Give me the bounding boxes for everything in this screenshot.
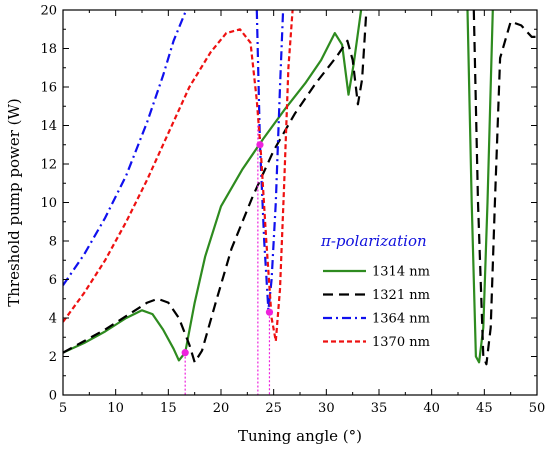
legend: π-polarization 1314 nm 1321 nm 1364 nm 1370…	[320, 232, 430, 350]
y-tick-label: 20	[40, 4, 57, 19]
series-line-1314-nm-seg-0	[63, 10, 363, 362]
guide-layer	[184, 125, 271, 395]
marker-point-2	[265, 308, 274, 316]
y-axis-title: Threshold pump power (W)	[5, 98, 23, 307]
series-line-1321-nm-seg-1	[472, 10, 537, 366]
x-axis-title: Tuning angle (°)	[238, 427, 362, 445]
x-tick-label: 30	[318, 401, 335, 416]
y-tick-label: 10	[40, 196, 57, 211]
series-line-1314-nm-seg-1	[466, 10, 494, 364]
y-tick-label: 4	[49, 312, 57, 327]
legend-label-1370-nm: 1370 nm	[372, 335, 430, 350]
marker-point-1	[256, 141, 264, 149]
x-tick-label: 15	[160, 401, 177, 416]
x-tick-label: 50	[529, 401, 546, 416]
series-layer	[63, 10, 537, 366]
series-line-1364-nm-seg-0	[63, 10, 188, 286]
plot-frame	[62, 9, 538, 396]
marker-point-0	[181, 349, 189, 357]
series-line-1321-nm-seg-0	[63, 10, 368, 364]
y-tick-label: 6	[49, 273, 57, 288]
y-tick-label: 16	[40, 81, 57, 96]
x-tick-label: 10	[107, 401, 124, 416]
y-tick-label: 8	[49, 235, 57, 250]
y-tick-label: 0	[49, 389, 57, 404]
x-tick-label: 5	[59, 401, 67, 416]
x-tick-label: 35	[371, 401, 388, 416]
legend-label-1314-nm: 1314 nm	[372, 265, 430, 280]
y-tick-label: 14	[40, 119, 57, 134]
y-tick-label: 2	[49, 350, 57, 365]
legend-label-1321-nm: 1321 nm	[372, 288, 430, 303]
marker-layer	[181, 141, 274, 357]
x-tick-label: 25	[265, 401, 282, 416]
x-tick-label: 40	[423, 401, 440, 416]
series-line-1370-nm-seg-0	[63, 10, 294, 343]
y-tick-label: 12	[40, 158, 57, 173]
x-tick-label: 20	[213, 401, 230, 416]
legend-label-1364-nm: 1364 nm	[372, 312, 430, 327]
x-tick-label: 45	[476, 401, 493, 416]
y-tick-label: 18	[40, 42, 57, 57]
axes-layer: 5 10 15 20 25 30 35 40 45 50 0 2 4 6 8 10 12 14 16 18 20	[40, 4, 545, 417]
legend-title: π-polarization	[320, 232, 427, 250]
